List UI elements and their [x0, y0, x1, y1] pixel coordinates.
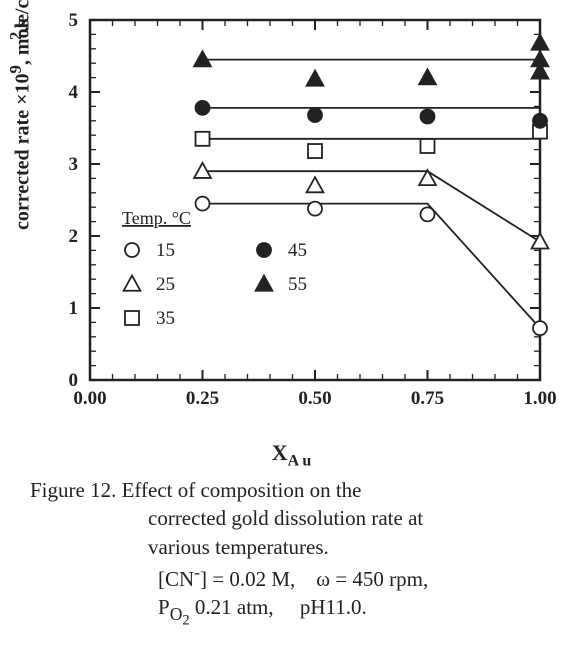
svg-text:45: 45 — [288, 240, 307, 261]
svg-text:0: 0 — [69, 370, 79, 391]
svg-text:5: 5 — [69, 10, 79, 31]
figure-caption: Figure 12. Effect of composition on the … — [0, 470, 583, 641]
x-axis-label: XA u — [0, 440, 583, 470]
y-axis-label-cont: 2.s — [6, 19, 35, 40]
svg-text:25: 25 — [156, 274, 175, 295]
caption-conditions-1: [CN-] = 0.02 M, ω = 450 rpm, — [30, 561, 553, 593]
caption-line-2: corrected gold dissolution rate at — [30, 504, 553, 532]
figure-12: 0.000.250.500.751.00012345Temp. °C152535… — [0, 0, 583, 641]
svg-text:0.25: 0.25 — [186, 388, 219, 409]
svg-text:15: 15 — [156, 240, 175, 261]
figure-number: Figure 12. — [30, 478, 116, 502]
svg-text:1.00: 1.00 — [523, 388, 556, 409]
chart-svg: 0.000.250.500.751.00012345Temp. °C152535… — [0, 0, 583, 430]
svg-text:1: 1 — [69, 298, 79, 319]
svg-text:0.00: 0.00 — [73, 388, 106, 409]
svg-text:0.75: 0.75 — [411, 388, 444, 409]
svg-text:2: 2 — [69, 226, 79, 247]
svg-text:55: 55 — [288, 274, 307, 295]
svg-text:3: 3 — [69, 154, 79, 175]
caption-line-3: various temperatures. — [30, 533, 553, 561]
svg-text:4: 4 — [69, 82, 79, 103]
caption-line-1: Effect of composition on the — [116, 478, 361, 502]
caption-conditions-2: PO2 0.21 atm, pH11.0. — [30, 593, 553, 630]
svg-text:0.50: 0.50 — [298, 388, 331, 409]
plot-area: 0.000.250.500.751.00012345Temp. °C152535… — [0, 0, 583, 470]
svg-text:Temp. °C: Temp. °C — [122, 208, 191, 228]
svg-text:35: 35 — [156, 308, 175, 329]
